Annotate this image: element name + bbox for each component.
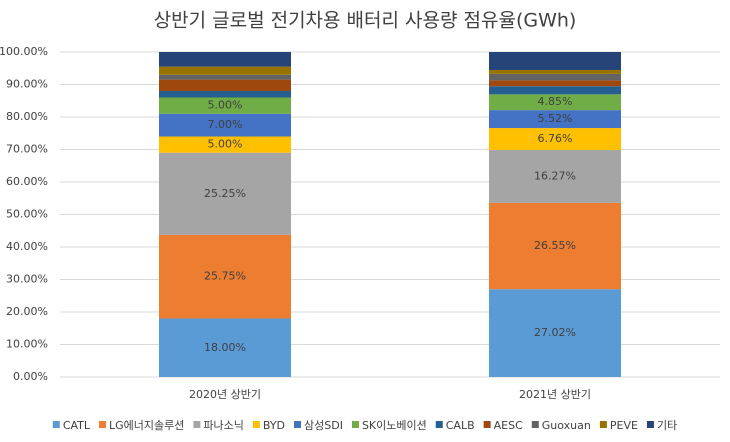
legend-label: AESC — [494, 419, 523, 432]
bar-segment — [159, 52, 291, 67]
legend-swatch — [435, 421, 443, 428]
x-tick-label: 2021년 상반기 — [519, 388, 591, 401]
y-tick-label: 80.00% — [6, 110, 48, 123]
y-tick-label: 10.00% — [6, 338, 48, 351]
bar-segment — [159, 152, 291, 235]
bar-segment — [159, 113, 291, 137]
bar-segment — [489, 73, 621, 81]
data-label: 5.00% — [208, 138, 243, 151]
y-tick-label: 50.00% — [6, 208, 48, 221]
bar-segment — [489, 289, 621, 377]
data-label: 16.27% — [534, 169, 576, 182]
legend-swatch — [99, 421, 107, 428]
data-label: 27.02% — [534, 326, 576, 339]
bar-segment — [159, 234, 291, 319]
legend-swatch — [252, 421, 260, 428]
legend-label: CALB — [446, 419, 475, 432]
bar-segment — [489, 52, 621, 70]
legend-label: Guoxuan — [542, 419, 591, 432]
bar-segment — [159, 66, 291, 75]
y-tick-label: 20.00% — [6, 305, 48, 318]
bar-segment — [159, 74, 291, 80]
bar-segment — [489, 128, 621, 151]
data-label: 7.00% — [208, 118, 243, 131]
y-tick-label: 0.00% — [13, 370, 48, 383]
data-label: 5.52% — [538, 112, 573, 125]
legend-label: 삼성SDI — [304, 419, 343, 432]
bar-segment — [159, 91, 291, 98]
legend-label: SK이노베이션 — [362, 419, 427, 432]
y-tick-label: 90.00% — [6, 78, 48, 91]
data-label: 6.76% — [538, 132, 573, 145]
bar-segment — [159, 97, 291, 114]
bar-segment — [489, 80, 621, 87]
legend-swatch — [599, 421, 607, 428]
legend-label: 기타 — [657, 419, 677, 432]
legend-label: BYD — [263, 419, 285, 432]
legend-swatch — [351, 421, 359, 428]
bar-segment — [159, 136, 291, 153]
bar-segment — [489, 150, 621, 203]
legend-swatch — [193, 421, 201, 428]
data-label: 25.25% — [204, 187, 246, 200]
legend-swatch — [52, 421, 60, 428]
legend-label: LG에너지솔루션 — [109, 419, 184, 432]
y-tick-label: 30.00% — [6, 273, 48, 286]
legend-swatch — [294, 421, 302, 428]
data-label: 18.00% — [204, 341, 246, 354]
y-tick-label: 70.00% — [6, 143, 48, 156]
legend-swatch — [531, 421, 539, 428]
x-tick-label: 2020년 상반기 — [189, 388, 261, 401]
data-label: 5.00% — [208, 99, 243, 112]
y-tick-label: 60.00% — [6, 175, 48, 188]
data-label: 4.85% — [538, 95, 573, 108]
y-tick-label: 40.00% — [6, 240, 48, 253]
legend-label: PEVE — [610, 419, 638, 432]
chart-title: 상반기 글로벌 전기차용 배터리 사용량 점유율(GWh) — [154, 10, 577, 32]
legend-label: CATL — [63, 419, 91, 432]
bar-segment — [489, 86, 621, 95]
legend-swatch — [483, 421, 491, 428]
legend-swatch — [646, 421, 654, 428]
legend-label: 파나소닉 — [203, 419, 243, 432]
bar-segment — [489, 110, 621, 129]
data-label: 25.75% — [204, 270, 246, 283]
y-tick-label: 100.00% — [0, 45, 48, 58]
bar-segment — [489, 69, 621, 74]
bar-segment — [159, 79, 291, 91]
bar-segment — [159, 318, 291, 377]
bar-segment — [489, 202, 621, 290]
bar-segment — [489, 94, 621, 111]
data-label: 26.55% — [534, 239, 576, 252]
